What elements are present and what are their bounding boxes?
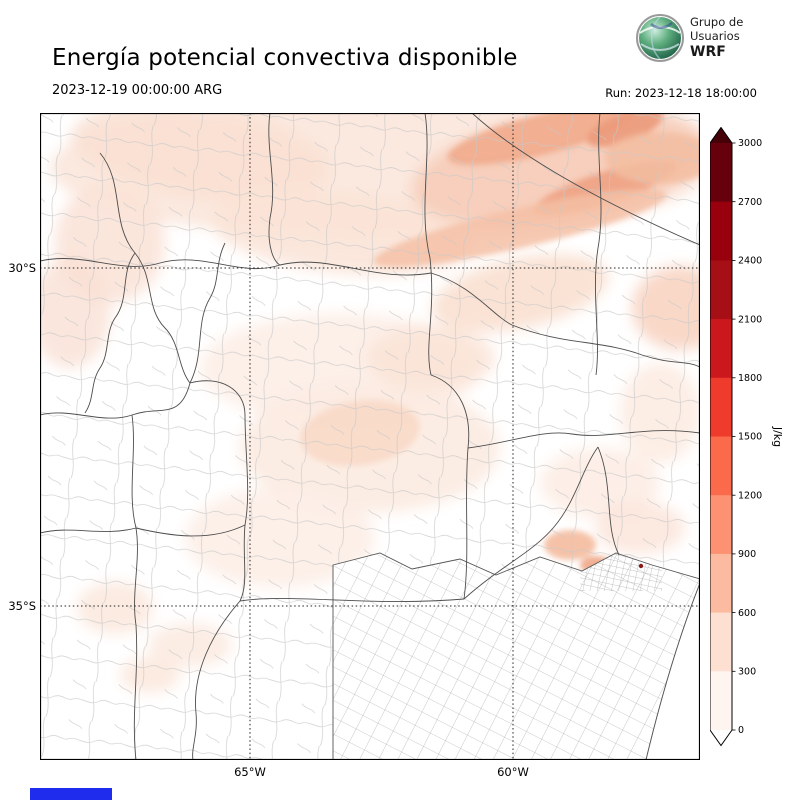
gridlines — [40, 113, 700, 760]
logo-line-2: Usuarios — [690, 29, 740, 44]
logo-line-3: WRF — [690, 43, 726, 60]
buenos-aires-departments — [332, 552, 700, 760]
svg-text:300: 300 — [738, 667, 756, 678]
map-border — [40, 113, 700, 760]
run-time-label: Run: 2023-12-18 18:00:00 — [605, 86, 757, 100]
valid-time-label: 2023-12-19 00:00:00 ARG — [52, 83, 223, 98]
lon-tick-65w: 65°W — [234, 765, 266, 779]
colorbar: 0 300 600 900 1200 1500 1800 2100 2400 2700 3000 J/… — [710, 127, 784, 747]
wrf-logo-globe-icon — [636, 14, 684, 62]
svg-text:2100: 2100 — [738, 314, 762, 325]
svg-text:0: 0 — [738, 725, 744, 736]
svg-text:1200: 1200 — [738, 490, 762, 501]
svg-text:2700: 2700 — [738, 197, 762, 208]
wrf-logo-text: Grupo de Usuarios WRF — [690, 15, 743, 61]
svg-text:1800: 1800 — [738, 373, 762, 384]
lon-tick-60w: 60°W — [497, 765, 529, 779]
footer-bar — [30, 788, 112, 800]
svg-text:1500: 1500 — [738, 432, 762, 443]
svg-text:600: 600 — [738, 608, 756, 619]
svg-text:3000: 3000 — [738, 138, 762, 149]
map-canvas — [40, 113, 700, 760]
svg-text:2400: 2400 — [738, 256, 762, 267]
colorbar-unit-label: J/kg — [771, 426, 784, 447]
wrf-logo: Grupo de Usuarios WRF — [636, 14, 743, 62]
page-title: Energía potencial convectiva disponible — [52, 45, 518, 72]
logo-line-1: Grupo de — [690, 14, 744, 29]
svg-text:900: 900 — [738, 549, 756, 560]
lat-tick-35s: 35°S — [8, 599, 36, 613]
lat-tick-30s: 30°S — [8, 261, 36, 275]
province-boundaries — [40, 113, 700, 760]
